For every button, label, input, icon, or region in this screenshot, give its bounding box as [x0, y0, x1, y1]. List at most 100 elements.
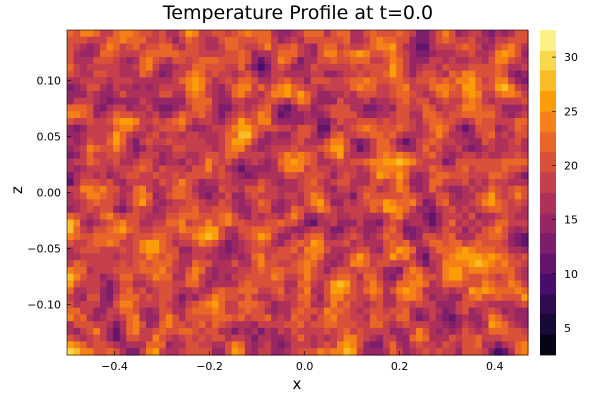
heatmap-cell — [304, 63, 312, 72]
colorbar-band — [540, 313, 556, 335]
heatmap-cell — [225, 97, 233, 106]
heatmap-cell — [343, 118, 351, 126]
heatmap-cell — [448, 327, 457, 336]
heatmap-cell — [113, 185, 121, 194]
heatmap-cell — [99, 70, 108, 78]
heatmap-cell — [225, 321, 233, 329]
heatmap-cell — [73, 36, 81, 45]
heatmap-cell — [488, 30, 496, 38]
heatmap-cell — [231, 43, 239, 51]
heatmap-cell — [152, 273, 160, 282]
heatmap-cell — [238, 63, 246, 72]
heatmap-cell — [113, 212, 121, 221]
heatmap-cell — [442, 57, 450, 65]
heatmap-cell — [350, 63, 358, 72]
heatmap-cell — [67, 273, 75, 282]
heatmap-cell — [93, 111, 101, 119]
heatmap-cell — [73, 63, 81, 72]
heatmap-cell — [185, 300, 193, 309]
heatmap-cell — [132, 192, 141, 200]
heatmap-cell — [73, 287, 81, 295]
heatmap-cell — [284, 77, 292, 85]
heatmap-cell — [448, 111, 457, 119]
heatmap-cell — [475, 260, 483, 268]
heatmap-cell — [225, 334, 233, 343]
heatmap-cell — [218, 36, 226, 45]
heatmap-cell — [264, 273, 272, 282]
heatmap-cell — [106, 118, 114, 126]
heatmap-cell — [448, 199, 457, 207]
heatmap-cell — [67, 206, 75, 214]
heatmap-cell — [99, 63, 108, 72]
heatmap-cell — [429, 327, 437, 336]
heatmap-cell — [402, 118, 411, 126]
heatmap-cell — [139, 253, 147, 261]
heatmap-cell — [317, 90, 325, 99]
heatmap-cell — [369, 165, 378, 173]
heatmap-cell — [343, 212, 351, 221]
heatmap-cell — [271, 212, 279, 221]
heatmap-cell — [409, 226, 417, 234]
heatmap-cell — [356, 233, 364, 241]
heatmap-cell — [178, 239, 187, 248]
heatmap-cell — [277, 84, 285, 92]
heatmap-cell — [396, 151, 404, 160]
heatmap-cell — [343, 178, 351, 187]
heatmap-cell — [146, 124, 154, 133]
heatmap-cell — [159, 334, 167, 343]
heatmap-cell — [159, 192, 167, 200]
heatmap-cell — [317, 124, 325, 133]
heatmap-cell — [152, 206, 160, 214]
heatmap-cell — [277, 233, 285, 241]
heatmap-cell — [350, 246, 358, 255]
heatmap-cell — [442, 246, 450, 255]
heatmap-cell — [396, 321, 404, 329]
heatmap-cell — [330, 287, 338, 295]
colorbar-tick-label: 30 — [564, 51, 578, 64]
heatmap-cell — [442, 165, 450, 173]
heatmap-cell — [409, 30, 417, 38]
heatmap-cell — [350, 226, 358, 234]
heatmap-cell — [409, 341, 417, 349]
heatmap-cell — [284, 334, 292, 343]
heatmap-cell — [198, 90, 206, 99]
heatmap-cell — [304, 307, 312, 315]
heatmap-cell — [481, 124, 490, 133]
heatmap-cell — [455, 219, 463, 227]
heatmap-cell — [146, 111, 154, 119]
heatmap-cell — [244, 206, 252, 214]
heatmap-cell — [468, 348, 476, 356]
heatmap-cell — [337, 57, 345, 65]
heatmap-cell — [343, 219, 351, 227]
heatmap-cell — [442, 287, 450, 295]
heatmap-cell — [383, 199, 391, 207]
heatmap-cell — [264, 36, 272, 45]
heatmap-cell — [126, 294, 134, 302]
heatmap-cell — [363, 118, 371, 126]
heatmap-cell — [330, 90, 338, 99]
plot-area — [66, 29, 529, 356]
heatmap-cell — [323, 300, 332, 309]
heatmap-cell — [317, 321, 325, 329]
heatmap-cell — [264, 138, 272, 146]
heatmap-cell — [132, 36, 141, 45]
heatmap-cell — [369, 84, 378, 92]
heatmap-cell — [521, 273, 529, 282]
heatmap-cell — [93, 30, 101, 38]
heatmap-cell — [251, 307, 259, 315]
heatmap-cell — [514, 219, 523, 227]
heatmap-cell — [416, 327, 424, 336]
heatmap-cell — [323, 341, 332, 349]
heatmap-cell — [376, 307, 384, 315]
heatmap-cell — [126, 90, 134, 99]
heatmap-cell — [119, 327, 127, 336]
heatmap-cell — [198, 314, 206, 322]
heatmap-cell — [429, 77, 437, 85]
heatmap-cell — [152, 185, 160, 194]
heatmap-cell — [317, 233, 325, 241]
heatmap-cell — [455, 172, 463, 180]
heatmap-cell — [455, 70, 463, 78]
heatmap-cell — [86, 300, 94, 309]
heatmap-cell — [350, 260, 358, 268]
heatmap-cell — [113, 131, 121, 139]
